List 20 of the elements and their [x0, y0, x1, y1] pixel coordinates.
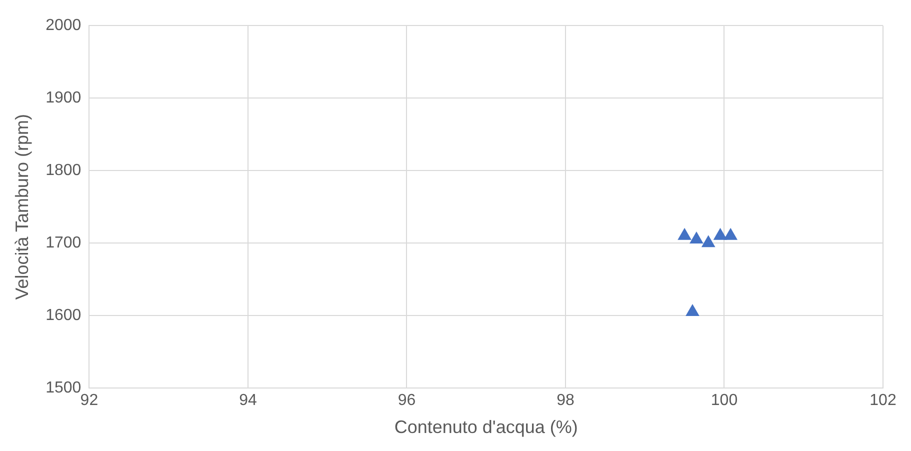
point — [690, 232, 704, 244]
y-tick-label: 1500 — [46, 380, 82, 397]
point — [686, 304, 700, 316]
y-tick-label: 1900 — [46, 90, 82, 107]
y-axis-title: Velocità Tamburo (rpm) — [12, 114, 32, 300]
x-tick-label: 98 — [556, 392, 574, 410]
x-tick-label: 102 — [870, 392, 896, 410]
y-tick-label: 1700 — [46, 234, 82, 252]
point — [702, 236, 715, 248]
y-tick-label: 1800 — [46, 162, 82, 180]
x-tick-label: 100 — [710, 392, 738, 410]
point — [678, 228, 692, 240]
x-axis-title: Contenuto d'acqua (%) — [394, 417, 578, 438]
x-tick-label: 96 — [398, 392, 416, 410]
y-tick-label: 1600 — [46, 307, 82, 324]
x-tick-label: 94 — [239, 392, 257, 410]
point — [714, 228, 727, 240]
point — [724, 228, 738, 240]
x-tick-label: 92 — [80, 392, 98, 410]
y-tick-label: 2000 — [46, 17, 82, 34]
